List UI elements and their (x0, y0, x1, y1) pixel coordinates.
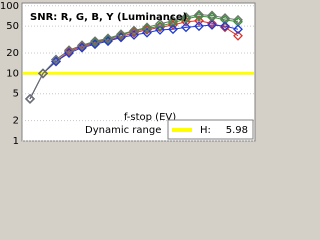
data-point (142, 22, 152, 33)
y-tick-label: 100 (0, 1, 19, 12)
data-point (25, 93, 35, 104)
data-point (38, 68, 48, 79)
legend-label: H: (200, 125, 211, 136)
grid (22, 5, 255, 142)
data-point (220, 13, 230, 23)
data-point (129, 30, 139, 40)
data-point (103, 33, 113, 44)
y-tick-label: 2 (13, 116, 19, 127)
data-point (181, 22, 191, 33)
y-tick-label: 20 (6, 48, 19, 59)
data-point (194, 11, 204, 22)
data-point (142, 27, 152, 38)
data-point (90, 37, 100, 48)
y-tick-label: 5 (13, 89, 19, 100)
data-point (233, 30, 243, 41)
chart-title: SNR: R, G, B, Y (Luminance) (30, 12, 187, 23)
y-tick-label: 1 (13, 136, 19, 144)
data-point (116, 29, 126, 40)
data-point (220, 22, 230, 33)
legend-box (167, 119, 254, 140)
series-line (29, 20, 239, 100)
x-axis-label: f-stop (EV) (124, 112, 176, 123)
data-point (77, 41, 87, 52)
data-point (194, 9, 204, 20)
marks (25, 9, 243, 104)
chart: SNR: R, G, B, Y (Luminance) f-stop (EV) … (0, 1, 256, 144)
legend-title: Dynamic range (85, 125, 161, 136)
data-point (220, 21, 230, 32)
data-point (142, 23, 152, 34)
data-point (233, 24, 243, 35)
data-point (77, 40, 87, 51)
data-point (194, 15, 204, 26)
data-point (233, 14, 243, 25)
data-point (64, 45, 74, 56)
data-point (168, 24, 178, 35)
data-point (64, 46, 74, 57)
data-point (129, 25, 139, 36)
data-point (51, 54, 61, 65)
data-point (207, 18, 217, 29)
data-point (207, 20, 217, 30)
data-point (155, 18, 165, 29)
data-point (194, 21, 204, 32)
data-point (155, 24, 165, 35)
data-point (90, 36, 100, 47)
legend-value: 5.98 (226, 125, 248, 136)
data-point (168, 15, 178, 26)
data-point (181, 12, 191, 23)
y-tick-label: 50 (6, 21, 19, 32)
data-point (207, 10, 217, 21)
y-tick-label: 10 (6, 68, 19, 79)
